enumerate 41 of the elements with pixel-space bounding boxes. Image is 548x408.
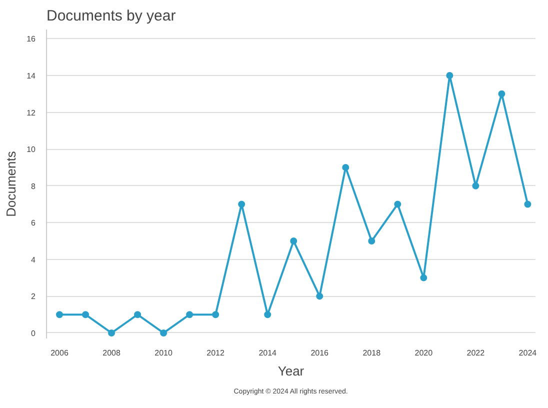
point xyxy=(316,292,324,300)
x-tick-label: 2014 xyxy=(258,348,278,358)
y-tick-label: 2 xyxy=(31,292,36,302)
y-tick-label: 8 xyxy=(31,182,36,191)
point xyxy=(524,200,532,208)
point xyxy=(134,311,142,318)
x-tick-label: 2008 xyxy=(102,348,121,358)
point xyxy=(212,311,220,318)
y-tick-label: 6 xyxy=(31,218,36,228)
point xyxy=(108,329,116,336)
y-tick-label: 16 xyxy=(26,34,36,44)
x-tick-label: 2018 xyxy=(362,348,382,358)
y-axis-title: Documents xyxy=(4,150,19,217)
point xyxy=(472,182,480,190)
point xyxy=(82,311,90,318)
point xyxy=(342,164,350,171)
point xyxy=(394,200,402,208)
point xyxy=(186,311,194,318)
x-tick-label: 2024 xyxy=(518,348,538,358)
x-axis-title: Year xyxy=(278,364,305,378)
point xyxy=(238,200,246,208)
chart-title: Documents by year xyxy=(46,8,176,24)
y-tick-label: 0 xyxy=(31,328,36,338)
point xyxy=(498,90,506,98)
point xyxy=(290,238,298,245)
point xyxy=(446,72,454,79)
x-tick-label: 2012 xyxy=(206,348,226,358)
point xyxy=(160,329,168,336)
point xyxy=(420,274,428,282)
y-tick-label: 14 xyxy=(26,71,36,80)
x-tick-label: 2016 xyxy=(310,348,330,358)
point xyxy=(56,311,64,318)
point xyxy=(368,238,376,245)
y-tick-label: 10 xyxy=(26,145,36,154)
point xyxy=(264,311,272,318)
x-tick-label: 2010 xyxy=(154,348,173,358)
x-tick-label: 2006 xyxy=(50,348,69,358)
x-tick-label: 2020 xyxy=(414,348,434,358)
x-tick-label: 2022 xyxy=(466,348,486,358)
y-tick-label: 12 xyxy=(26,108,36,118)
y-tick-label: 4 xyxy=(31,255,36,264)
